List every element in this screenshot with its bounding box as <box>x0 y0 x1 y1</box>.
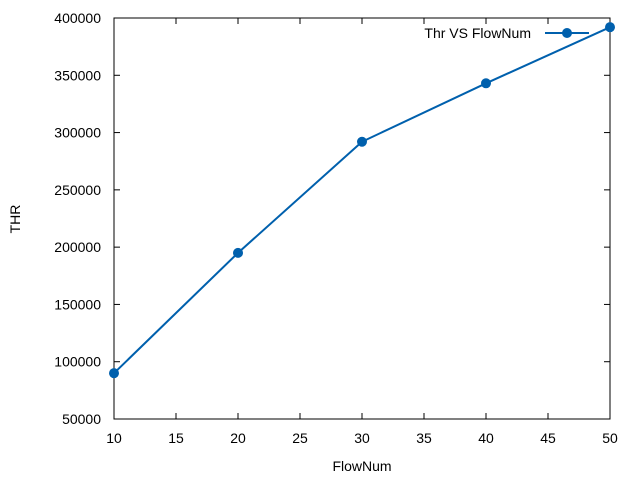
x-tick-label: 35 <box>416 430 432 446</box>
data-point <box>109 368 119 379</box>
x-tick-label: 30 <box>354 430 370 446</box>
y-tick-label: 250000 <box>54 182 101 198</box>
y-tick-label: 400000 <box>54 10 101 26</box>
x-tick-label: 45 <box>540 430 556 446</box>
y-axis-label: THR <box>7 205 23 234</box>
x-tick-label: 10 <box>106 430 122 446</box>
legend-label: Thr VS FlowNum <box>424 25 531 41</box>
x-tick-label: 20 <box>230 430 246 446</box>
x-tick-label: 50 <box>602 430 618 446</box>
x-tick-label: 25 <box>292 430 308 446</box>
x-axis-ticks: 10 15 20 25 30 35 40 45 50 <box>106 18 618 446</box>
data-point <box>481 78 491 89</box>
y-tick-label: 200000 <box>54 239 101 255</box>
plot-frame <box>113 17 611 420</box>
series-layer <box>109 22 615 379</box>
y-tick-label: 150000 <box>54 296 101 312</box>
y-tick-label: 300000 <box>54 125 101 141</box>
data-point <box>233 247 243 258</box>
y-tick-label: 50000 <box>62 411 101 427</box>
x-tick-label: 15 <box>168 430 184 446</box>
series-line <box>113 26 611 374</box>
y-axis-ticks: 50000 100000 150000 200000 250000 300000 35000… <box>54 10 610 427</box>
data-point <box>357 136 367 147</box>
y-tick-label: 100000 <box>54 354 101 370</box>
x-tick-label: 40 <box>478 430 494 446</box>
x-axis-label: FlowNum <box>332 458 391 474</box>
data-point <box>605 22 615 33</box>
y-tick-label: 350000 <box>54 67 101 83</box>
legend-marker <box>562 28 572 38</box>
legend: Thr VS FlowNum <box>424 25 589 41</box>
